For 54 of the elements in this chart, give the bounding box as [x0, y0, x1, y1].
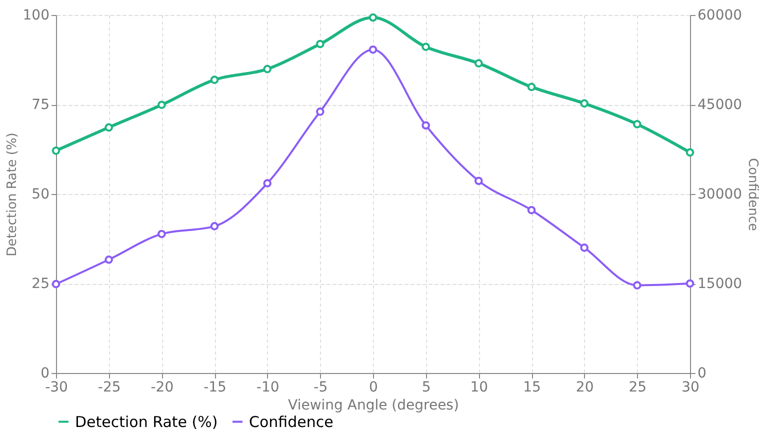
- point: [422, 42, 430, 52]
- point: [104, 123, 113, 132]
- point: [422, 121, 430, 130]
- y-tick-label: 100: [22, 8, 50, 24]
- legend-label: Detection Rate (%): [75, 412, 218, 431]
- x-tick-label: -25: [98, 380, 121, 396]
- point: [527, 206, 536, 214]
- y-tick-label: 0: [40, 366, 50, 382]
- y2-tick-label: 60000: [698, 8, 742, 24]
- point: [368, 13, 378, 22]
- point: [210, 76, 219, 84]
- y-tick-label: 75: [32, 97, 50, 113]
- x-tick-label: 30: [682, 380, 700, 396]
- point: [633, 120, 642, 128]
- x-tick-label: 25: [628, 380, 647, 396]
- point: [686, 148, 694, 157]
- x-tick-label: 5: [422, 380, 431, 396]
- point: [686, 279, 694, 288]
- x-tick-label: -15: [204, 380, 226, 396]
- point: [316, 40, 324, 48]
- y-tick-label: 25: [32, 276, 50, 292]
- point: [52, 146, 60, 155]
- point: [210, 222, 219, 230]
- y2-tick-label: 30000: [698, 186, 742, 202]
- point: [158, 230, 166, 238]
- y2-tick-label: 15000: [698, 276, 742, 292]
- x-tick-label: 15: [523, 380, 541, 396]
- x-tick-label: -10: [256, 380, 280, 396]
- x-tick-label: -5: [314, 380, 328, 396]
- point: [104, 255, 113, 264]
- point: [263, 179, 272, 188]
- y2-axis-title: Confidence: [745, 158, 760, 232]
- point: [474, 59, 483, 68]
- legend-label: Confidence: [249, 412, 334, 431]
- y-axis-title: Detection Rate (%): [4, 132, 20, 256]
- point: [580, 99, 588, 108]
- point: [633, 281, 642, 290]
- point: [316, 108, 324, 116]
- point: [368, 45, 378, 54]
- point: [158, 100, 166, 110]
- x-tick-label: -20: [150, 380, 174, 396]
- y-tick-label: 50: [32, 186, 50, 202]
- x-tick-label: 10: [470, 380, 488, 396]
- point: [263, 64, 272, 74]
- point: [527, 82, 536, 92]
- y2-tick-label: 0: [698, 366, 706, 382]
- point: [474, 176, 483, 186]
- y2-tick-label: 45000: [698, 97, 742, 113]
- point: [580, 244, 588, 252]
- x-tick-label: 0: [369, 380, 378, 396]
- x-tick-label: -30: [45, 380, 68, 396]
- x-axis-title: Viewing Angle (degrees): [288, 398, 459, 414]
- x-tick-label: 20: [576, 380, 594, 396]
- point: [52, 280, 60, 288]
